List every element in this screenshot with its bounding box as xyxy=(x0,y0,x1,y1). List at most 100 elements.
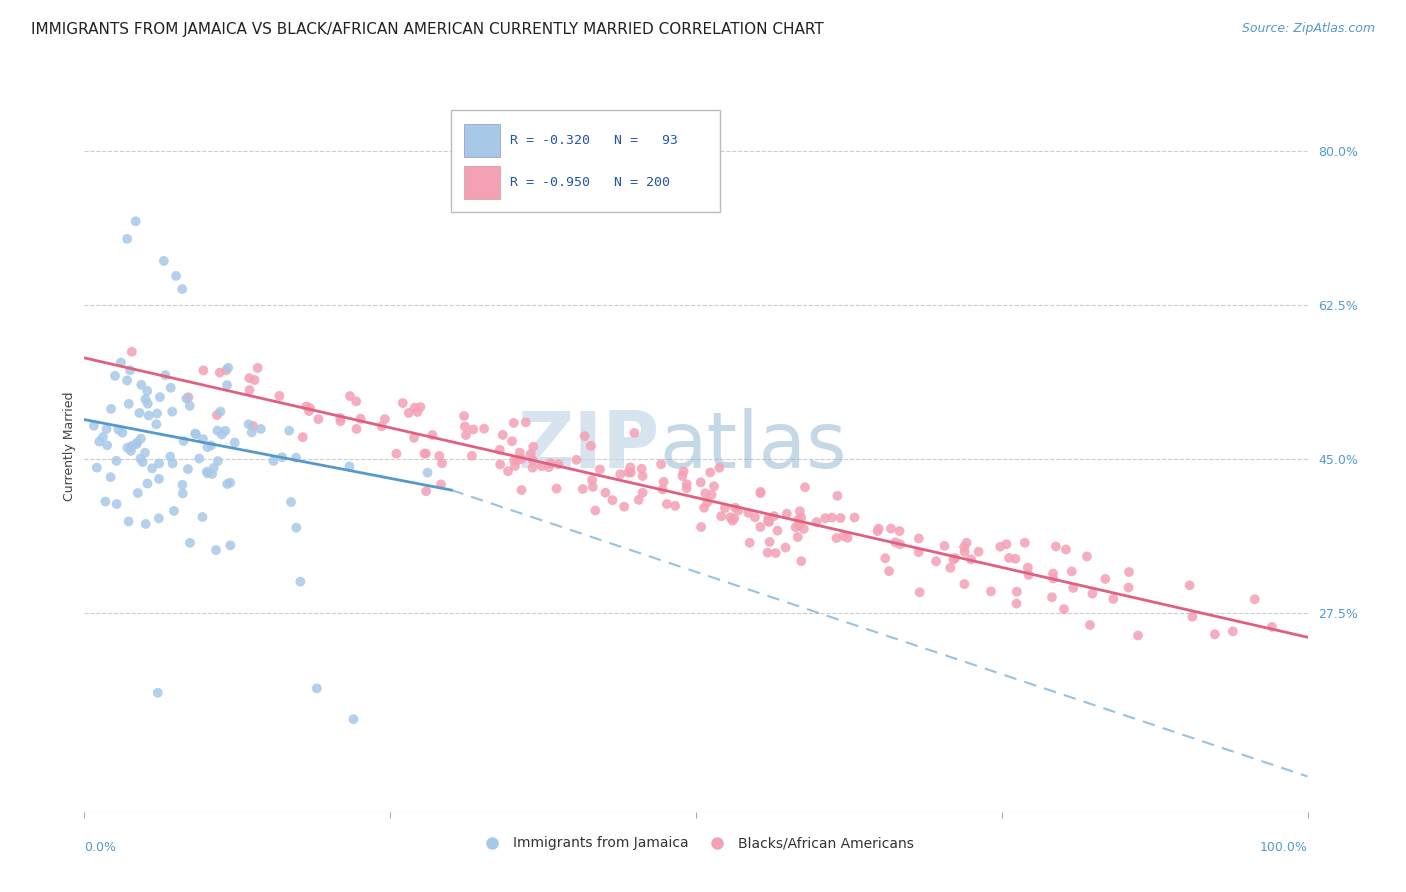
Point xyxy=(205,543,228,558)
Point xyxy=(510,451,533,466)
Point xyxy=(675,481,697,495)
Point xyxy=(786,530,808,544)
Point xyxy=(165,268,187,283)
Point xyxy=(163,504,186,518)
Point xyxy=(111,425,134,440)
Point xyxy=(402,431,425,445)
Point xyxy=(172,486,194,500)
Point xyxy=(329,414,352,428)
Point xyxy=(191,432,214,446)
Point xyxy=(415,484,437,499)
Point xyxy=(243,373,266,387)
Point xyxy=(650,457,672,471)
Point xyxy=(942,552,965,566)
Point xyxy=(1204,627,1226,641)
Point xyxy=(136,476,159,491)
Point xyxy=(489,458,512,472)
Point xyxy=(219,538,242,552)
Point xyxy=(537,460,560,475)
Point xyxy=(207,424,229,438)
Point xyxy=(1042,571,1064,585)
Point xyxy=(349,411,371,425)
Text: ZIP: ZIP xyxy=(517,408,659,484)
Point xyxy=(246,360,269,375)
Point xyxy=(631,469,654,483)
Point xyxy=(472,422,495,436)
Point xyxy=(339,389,361,403)
Point xyxy=(145,417,167,432)
Point xyxy=(907,545,929,559)
Point xyxy=(547,457,569,471)
Point xyxy=(285,521,308,535)
Point xyxy=(868,522,890,536)
Point xyxy=(889,537,911,551)
Point xyxy=(148,511,170,525)
Point xyxy=(1261,620,1284,634)
Point xyxy=(148,457,170,471)
Point xyxy=(631,485,654,500)
FancyBboxPatch shape xyxy=(464,166,501,199)
Point xyxy=(280,495,302,509)
Point xyxy=(998,551,1021,566)
Point xyxy=(344,394,367,409)
Point xyxy=(121,344,143,359)
Point xyxy=(91,430,114,444)
Point xyxy=(583,503,606,517)
Point xyxy=(988,540,1011,554)
Point xyxy=(195,465,218,479)
Point xyxy=(162,404,184,418)
Point xyxy=(217,477,239,491)
Point xyxy=(430,477,453,491)
Point xyxy=(409,400,432,414)
Point xyxy=(574,429,596,443)
Point xyxy=(271,450,294,465)
Point xyxy=(503,459,526,474)
Point xyxy=(630,461,652,475)
Point xyxy=(785,520,807,534)
Point xyxy=(789,504,811,518)
Point xyxy=(298,404,321,418)
Point xyxy=(627,492,650,507)
FancyBboxPatch shape xyxy=(451,110,720,212)
Point xyxy=(107,423,129,437)
Point xyxy=(238,371,260,385)
Text: R = -0.320   N =   93: R = -0.320 N = 93 xyxy=(510,134,678,147)
Point xyxy=(454,419,477,434)
Point xyxy=(758,535,780,549)
Point xyxy=(738,535,761,549)
Point xyxy=(1004,551,1026,566)
Point xyxy=(519,447,541,461)
Point xyxy=(695,486,717,500)
Point xyxy=(201,467,224,481)
Point xyxy=(131,377,153,392)
Point xyxy=(1094,572,1116,586)
Point xyxy=(744,510,766,524)
Point xyxy=(94,494,117,508)
Point xyxy=(1076,549,1098,564)
Point xyxy=(1102,591,1125,606)
Point xyxy=(398,406,420,420)
Point xyxy=(422,428,444,442)
Point xyxy=(177,462,200,476)
Point xyxy=(496,464,519,478)
Point xyxy=(118,397,141,411)
Point xyxy=(595,485,617,500)
Text: 100.0%: 100.0% xyxy=(1260,841,1308,854)
Point xyxy=(522,440,544,454)
Point xyxy=(582,480,605,494)
Point xyxy=(135,516,157,531)
Point xyxy=(179,399,201,413)
Text: atlas: atlas xyxy=(659,408,846,484)
Point xyxy=(149,390,172,404)
Text: R = -0.950   N = 200: R = -0.950 N = 200 xyxy=(510,177,671,189)
Point xyxy=(207,454,229,468)
Point xyxy=(814,511,837,525)
Point xyxy=(342,712,364,726)
Point xyxy=(224,435,246,450)
Point xyxy=(699,466,721,480)
Point xyxy=(148,472,170,486)
Point xyxy=(118,363,141,377)
Point xyxy=(211,427,233,442)
Point xyxy=(131,455,153,469)
Point xyxy=(104,368,127,383)
